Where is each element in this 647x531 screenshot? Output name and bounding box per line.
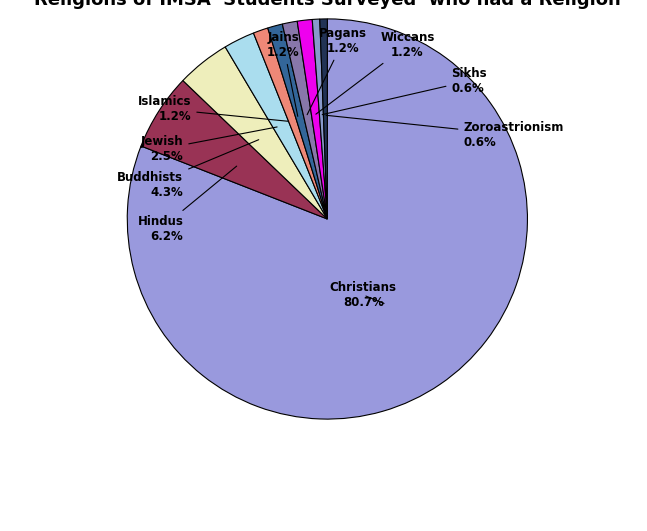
Text: Jewish
2.5%: Jewish 2.5% — [140, 127, 277, 163]
Wedge shape — [297, 20, 327, 219]
Wedge shape — [127, 19, 527, 419]
Text: Buddhists
4.3%: Buddhists 4.3% — [117, 140, 259, 199]
Wedge shape — [141, 81, 327, 219]
Wedge shape — [320, 19, 327, 219]
Text: Christians
80.7%: Christians 80.7% — [330, 281, 397, 309]
Text: Pagans
1.2%: Pagans 1.2% — [307, 27, 367, 115]
Text: Sikhs
0.6%: Sikhs 0.6% — [322, 67, 487, 115]
Text: Islamics
1.2%: Islamics 1.2% — [138, 95, 288, 123]
Text: Hindus
6.2%: Hindus 6.2% — [137, 166, 237, 243]
Title: Religions of IMSA  Students Surveyed  who had a Religion: Religions of IMSA Students Surveyed who … — [34, 0, 620, 9]
Wedge shape — [183, 47, 327, 219]
Wedge shape — [254, 28, 327, 219]
Wedge shape — [225, 33, 327, 219]
Wedge shape — [313, 19, 327, 219]
Wedge shape — [268, 24, 327, 219]
Text: Wiccans
1.2%: Wiccans 1.2% — [316, 31, 435, 114]
Text: Zoroastrionism
0.6%: Zoroastrionism 0.6% — [326, 115, 564, 149]
Text: Jains
1.2%: Jains 1.2% — [267, 31, 300, 116]
Wedge shape — [282, 21, 327, 219]
